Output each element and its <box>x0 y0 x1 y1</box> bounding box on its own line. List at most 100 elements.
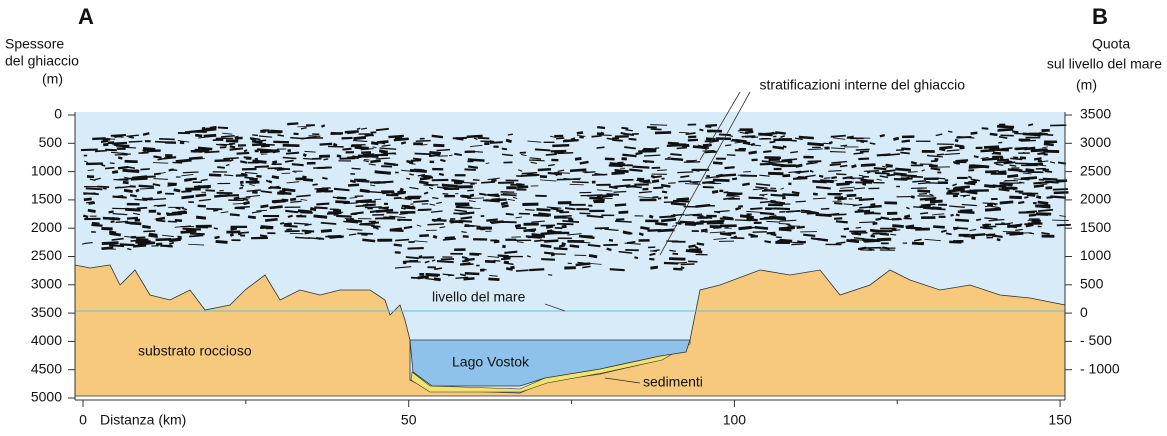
x-tick-label: 100 <box>723 412 747 428</box>
layer-stroke <box>504 252 517 253</box>
layer-stroke <box>782 160 792 161</box>
layer-stroke <box>846 240 859 241</box>
layer-stroke <box>659 216 675 217</box>
layer-stroke <box>887 175 895 176</box>
layer-stroke <box>127 249 131 250</box>
layer-stroke <box>551 255 555 256</box>
layer-stroke <box>286 153 299 154</box>
layer-stroke <box>1012 131 1018 132</box>
layer-stroke <box>462 257 467 258</box>
layer-stroke <box>283 157 297 158</box>
layer-stroke <box>321 125 324 126</box>
layer-stroke <box>342 149 351 150</box>
layer-stroke <box>234 197 239 198</box>
layer-stroke <box>312 184 317 185</box>
layer-stroke <box>112 143 127 144</box>
layer-stroke <box>541 259 555 260</box>
layer-stroke <box>740 216 750 217</box>
layer-stroke <box>133 245 146 246</box>
layer-stroke <box>375 172 391 173</box>
layer-stroke <box>836 184 849 185</box>
layer-stroke <box>632 167 649 168</box>
layer-stroke <box>287 123 298 124</box>
layer-stroke <box>911 162 917 163</box>
layer-stroke <box>651 176 655 177</box>
layer-stroke <box>230 148 243 149</box>
layer-stroke <box>437 150 450 151</box>
annotation: livello del mare <box>432 289 526 305</box>
layer-stroke <box>1050 180 1064 181</box>
layer-stroke <box>1000 183 1013 184</box>
layer-stroke <box>892 226 903 227</box>
layer-stroke <box>485 261 496 262</box>
layer-stroke <box>468 159 485 160</box>
layer-stroke <box>621 128 628 129</box>
layer-stroke <box>411 160 421 161</box>
layer-stroke <box>478 138 489 139</box>
layer-stroke <box>426 185 433 186</box>
layer-stroke <box>218 127 228 128</box>
layer-stroke <box>123 182 129 183</box>
right-tick-label: 2000 <box>1080 191 1111 207</box>
layer-stroke <box>337 198 346 199</box>
layer-stroke <box>440 160 445 161</box>
layer-stroke <box>129 137 134 138</box>
layer-stroke <box>183 172 199 173</box>
layer-stroke <box>871 236 875 237</box>
right-tick-label: 1000 <box>1080 247 1111 263</box>
layer-stroke <box>972 198 976 199</box>
layer-stroke <box>168 221 177 222</box>
layer-stroke <box>230 234 233 235</box>
layer-stroke <box>473 180 480 181</box>
x-axis-title: Distanza (km) <box>100 412 186 428</box>
layer-stroke <box>677 172 693 173</box>
layer-stroke <box>779 230 792 231</box>
layer-stroke <box>217 167 225 168</box>
layer-stroke <box>535 149 550 150</box>
x-tick-label: 150 <box>1048 412 1072 428</box>
layer-stroke <box>125 222 133 223</box>
layer-stroke <box>205 190 215 191</box>
layer-stroke <box>860 142 864 143</box>
layer-stroke <box>103 188 106 189</box>
layer-stroke <box>997 239 1000 240</box>
layer-stroke <box>196 217 206 218</box>
layer-stroke <box>693 147 709 148</box>
layer-stroke <box>870 204 875 205</box>
layer-stroke <box>650 267 658 268</box>
layer-stroke <box>859 199 874 200</box>
layer-stroke <box>743 142 750 143</box>
layer-stroke <box>908 172 918 173</box>
layer-stroke <box>870 143 876 144</box>
left-tick-label: 3500 <box>31 304 62 320</box>
layer-stroke <box>379 151 388 152</box>
layer-stroke <box>527 174 540 175</box>
layer-stroke <box>352 157 359 158</box>
layer-stroke <box>704 145 710 146</box>
layer-stroke <box>725 167 735 168</box>
layer-stroke <box>1026 170 1035 171</box>
layer-stroke <box>554 248 568 249</box>
layer-stroke <box>562 243 566 244</box>
label-a: A <box>78 4 94 29</box>
layer-stroke <box>688 261 697 262</box>
layer-stroke <box>292 164 304 165</box>
layer-stroke <box>712 191 718 192</box>
layer-stroke <box>262 144 274 145</box>
layer-stroke <box>362 240 375 241</box>
layer-stroke <box>515 225 521 226</box>
right-tick-label: - 500 <box>1080 332 1112 348</box>
layer-stroke <box>677 148 687 149</box>
layer-stroke <box>762 161 771 162</box>
layer-stroke <box>570 246 579 247</box>
layer-stroke <box>310 208 316 209</box>
layer-stroke <box>875 173 890 174</box>
layer-stroke <box>419 182 428 183</box>
layer-stroke <box>523 204 531 205</box>
layer-stroke <box>202 128 205 129</box>
layer-stroke <box>502 206 509 207</box>
layer-stroke <box>1009 197 1022 198</box>
layer-stroke <box>773 147 784 148</box>
layer-stroke <box>706 139 715 140</box>
layer-stroke <box>433 236 437 237</box>
